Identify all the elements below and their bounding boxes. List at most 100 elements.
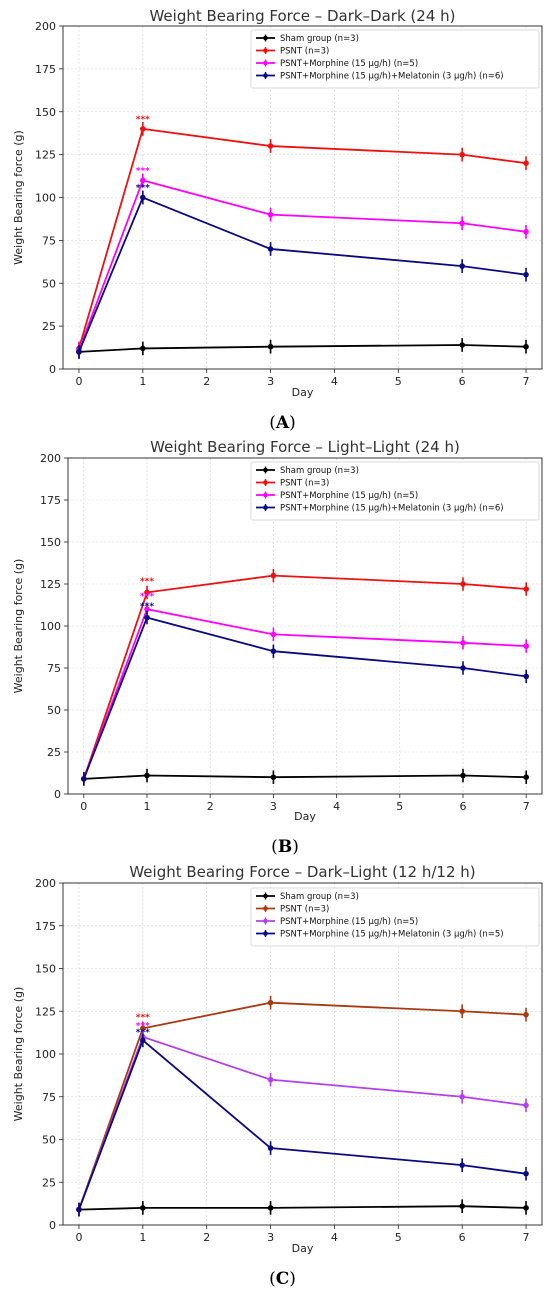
series-line <box>78 196 527 353</box>
series-line <box>78 344 527 353</box>
data-point <box>460 665 466 671</box>
data-point <box>267 999 274 1006</box>
legend-swatch-marker <box>263 931 268 936</box>
legend-swatch-marker <box>263 467 268 473</box>
data-point <box>460 772 466 779</box>
data-point <box>267 1205 274 1211</box>
chart-panel-a: 0 1 2 3 4 5 6 7 0 25 50 75 100 125 150 175 200 Weight Bea… <box>12 7 543 433</box>
data-point <box>76 1206 82 1213</box>
legend-swatch-marker <box>263 492 268 498</box>
series-line <box>78 1035 527 1210</box>
legend-box <box>250 29 540 89</box>
legend-entry: Sham group (n=3) <box>280 34 359 44</box>
y-tick-label: 125 <box>35 149 56 162</box>
y-tick-label: 150 <box>40 536 61 549</box>
x-tick-label: 1 <box>139 1231 146 1244</box>
legend-swatch-marker <box>263 918 268 924</box>
data-point <box>267 1145 274 1151</box>
data-point <box>267 246 274 252</box>
legend-box <box>250 461 540 521</box>
data-point <box>267 343 274 350</box>
legend-swatch-marker <box>263 480 268 485</box>
x-tick-label: 5 <box>395 1231 402 1244</box>
data-point <box>523 1170 529 1177</box>
y-tick-label: 50 <box>47 704 61 717</box>
chart-panel-b: 0 1 2 3 4 5 6 7 0 25 50 75 100 125 150 175 200 Weight Bea… <box>12 438 543 857</box>
data-point <box>140 177 146 184</box>
data-point <box>460 640 466 646</box>
legend-swatch-marker <box>263 48 268 53</box>
y-tick-label: 150 <box>35 106 56 119</box>
data-point <box>459 1093 465 1100</box>
y-tick-label: 0 <box>54 788 61 801</box>
data-point <box>459 151 465 158</box>
chart-title: Weight Bearing Force – Dark–Light (12 h/… <box>129 863 475 881</box>
x-tick-label: 2 <box>203 1231 210 1244</box>
y-axis-label: Weight Bearing force (g) <box>12 987 25 1122</box>
x-tick-label: 7 <box>523 1231 530 1244</box>
data-point <box>270 631 277 638</box>
data-point <box>144 772 150 779</box>
series-line <box>82 608 527 780</box>
series-2 <box>76 122 529 356</box>
x-tick-label: 4 <box>333 800 340 813</box>
chart-title: Weight Bearing Force – Dark–Dark (24 h) <box>149 7 455 25</box>
legend-swatch-marker <box>263 73 268 78</box>
significance-marker: *** <box>140 602 154 612</box>
data-point <box>459 220 465 227</box>
series-1 <box>76 1199 529 1217</box>
x-tick-label: 6 <box>460 800 467 813</box>
y-tick-label: 0 <box>49 363 56 376</box>
legend-entry: PSNT+Morphine (15 μg/h) (n=5) <box>280 59 418 69</box>
data-point <box>523 1102 529 1109</box>
data-point <box>459 263 465 269</box>
series-4 <box>81 610 529 786</box>
x-tick-label: 4 <box>331 1231 338 1244</box>
data-point <box>140 126 146 132</box>
x-tick-label: 3 <box>267 375 274 388</box>
data-point <box>140 1037 146 1044</box>
legend: Sham group (n=3) PSNT (n=3) PSNT+Morphine … <box>250 461 540 521</box>
series-4 <box>76 1033 529 1217</box>
significance-marker: *** <box>136 1028 150 1038</box>
x-tick-label: 0 <box>75 375 82 388</box>
y-tick-label: 200 <box>35 20 56 33</box>
x-tick-label: 6 <box>459 1231 466 1244</box>
data-point <box>270 774 277 780</box>
series-1 <box>81 768 529 786</box>
y-tick-label: 100 <box>40 620 61 633</box>
chart-panel-c: 0 1 2 3 4 5 6 7 0 25 50 75 100 125 150 175 200 Weight Bea… <box>12 863 543 1289</box>
legend-swatch-marker <box>263 906 268 911</box>
y-tick-label: 25 <box>47 746 61 759</box>
y-tick-label: 100 <box>35 192 56 205</box>
legend-entry: PSNT+Morphine (15 μg/h)+Melatonin (3 μg/… <box>280 72 504 82</box>
y-axis-label: Weight Bearing force (g) <box>12 559 25 694</box>
legend: Sham group (n=3) PSNT (n=3) PSNT+Morphine … <box>250 29 540 89</box>
legend-box <box>250 887 540 947</box>
y-tick-label: 125 <box>35 1005 56 1018</box>
data-point <box>523 774 529 780</box>
significance-marker: *** <box>136 166 150 176</box>
y-tick-label: 200 <box>35 877 56 890</box>
x-tick-label: 6 <box>459 375 466 388</box>
data-point <box>140 194 146 201</box>
legend-entry: PSNT+Morphine (15 μg/h)+Melatonin (3 μg/… <box>280 504 504 514</box>
x-tick-label: 2 <box>207 800 214 813</box>
x-tick-label: 5 <box>395 375 402 388</box>
legend-entry: PSNT+Morphine (15 μg/h)+Melatonin (3 μg/… <box>280 930 504 940</box>
legend-entry: PSNT (n=3) <box>280 47 329 57</box>
series-line <box>78 1038 527 1210</box>
series-3 <box>76 1030 529 1217</box>
legend: Sham group (n=3) PSNT (n=3) PSNT+Morphine … <box>250 887 540 947</box>
data-point <box>523 586 529 592</box>
legend-entry: PSNT+Morphine (15 μg/h) (n=5) <box>280 917 418 927</box>
data-point <box>140 1025 146 1032</box>
x-axis-label: Day <box>292 1242 314 1255</box>
y-tick-label: 50 <box>42 277 56 290</box>
chart-title: Weight Bearing Force – Light–Light (24 h… <box>150 438 460 456</box>
data-point <box>144 614 150 621</box>
x-tick-label: 1 <box>139 375 146 388</box>
legend-swatch-marker <box>263 60 268 66</box>
legend-entry: PSNT (n=3) <box>280 905 329 915</box>
y-tick-label: 75 <box>42 234 56 247</box>
